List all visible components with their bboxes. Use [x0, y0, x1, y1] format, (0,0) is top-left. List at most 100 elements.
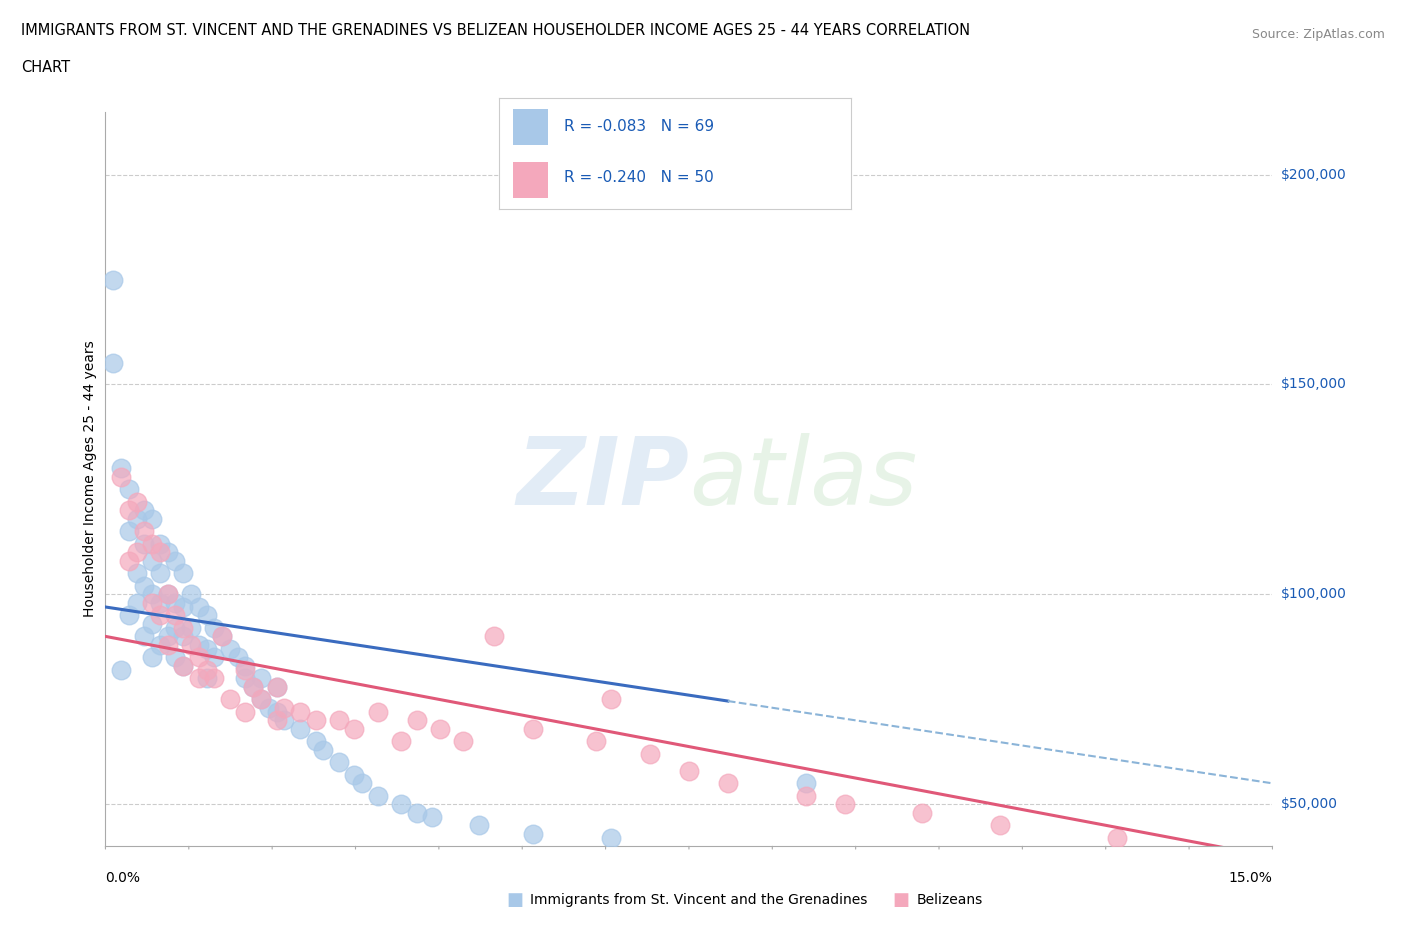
Point: [180, 637, 202, 652]
Point: [149, 595, 172, 610]
Point: [328, 713, 350, 728]
Point: [187, 671, 209, 685]
Point: [103, 356, 125, 371]
Point: [110, 470, 132, 485]
Point: [149, 637, 172, 652]
Point: [202, 671, 225, 685]
Point: [172, 658, 194, 673]
Point: [288, 705, 311, 720]
Point: [219, 692, 242, 707]
Point: [235, 705, 257, 720]
Point: [134, 503, 156, 518]
Text: $50,000: $50,000: [1281, 797, 1337, 811]
Point: [522, 722, 544, 737]
Point: [141, 595, 163, 610]
Point: [202, 650, 225, 665]
Point: [211, 629, 233, 644]
Point: [134, 578, 156, 593]
Point: [266, 679, 288, 694]
Point: [165, 608, 187, 623]
Point: [195, 642, 218, 657]
Point: [235, 662, 257, 677]
Point: [149, 566, 172, 581]
Point: [110, 461, 132, 476]
Text: $150,000: $150,000: [1281, 378, 1347, 392]
Point: [288, 722, 311, 737]
Point: [134, 524, 156, 538]
Point: [600, 692, 623, 707]
Point: [165, 595, 187, 610]
Point: [165, 620, 187, 635]
Point: [211, 629, 233, 644]
Text: R = -0.240   N = 50: R = -0.240 N = 50: [564, 170, 714, 185]
Point: [638, 747, 661, 762]
Point: [125, 595, 148, 610]
Point: [522, 826, 544, 841]
Point: [165, 650, 187, 665]
Point: [242, 679, 264, 694]
Point: [250, 671, 273, 685]
Point: [468, 817, 491, 832]
Text: Source: ZipAtlas.com: Source: ZipAtlas.com: [1251, 28, 1385, 41]
Point: [219, 642, 242, 657]
Point: [235, 658, 257, 673]
Text: $200,000: $200,000: [1281, 167, 1347, 181]
Point: [125, 495, 148, 510]
Point: [343, 767, 366, 782]
Point: [911, 805, 934, 820]
Text: ■: ■: [506, 891, 523, 910]
Point: [250, 692, 273, 707]
Text: ZIP: ZIP: [516, 433, 689, 525]
Text: CHART: CHART: [21, 60, 70, 75]
Text: $100,000: $100,000: [1281, 588, 1347, 602]
Point: [304, 734, 326, 749]
FancyBboxPatch shape: [513, 163, 548, 198]
Point: [794, 789, 817, 804]
Point: [141, 512, 163, 526]
Point: [187, 650, 209, 665]
Point: [141, 650, 163, 665]
Point: [600, 830, 623, 845]
Point: [834, 797, 856, 812]
Point: [103, 272, 125, 287]
Point: [125, 566, 148, 581]
Point: [165, 553, 187, 568]
Point: [180, 620, 202, 635]
Point: [266, 705, 288, 720]
Point: [156, 587, 179, 602]
Point: [235, 671, 257, 685]
Point: [172, 629, 194, 644]
Point: [367, 789, 389, 804]
Point: [125, 512, 148, 526]
Point: [156, 629, 179, 644]
Point: [266, 713, 288, 728]
Point: [172, 600, 194, 615]
Point: [794, 776, 817, 790]
Text: ■: ■: [893, 891, 910, 910]
Point: [141, 537, 163, 551]
Point: [257, 700, 280, 715]
Point: [585, 734, 607, 749]
Point: [250, 692, 273, 707]
Point: [149, 545, 172, 560]
Point: [988, 817, 1011, 832]
Point: [1105, 830, 1128, 845]
Point: [678, 764, 700, 778]
Point: [187, 600, 209, 615]
Text: Immigrants from St. Vincent and the Grenadines: Immigrants from St. Vincent and the Gren…: [530, 893, 868, 908]
Point: [156, 545, 179, 560]
Point: [273, 700, 295, 715]
Point: [195, 608, 218, 623]
Text: 15.0%: 15.0%: [1229, 871, 1272, 885]
Point: [389, 797, 412, 812]
Point: [352, 776, 374, 790]
Point: [195, 671, 218, 685]
Y-axis label: Householder Income Ages 25 - 44 years: Householder Income Ages 25 - 44 years: [83, 340, 97, 618]
Point: [266, 679, 288, 694]
Point: [242, 679, 264, 694]
Point: [195, 662, 218, 677]
Point: [420, 809, 443, 824]
Point: [141, 587, 163, 602]
Point: [156, 587, 179, 602]
Point: [484, 629, 506, 644]
